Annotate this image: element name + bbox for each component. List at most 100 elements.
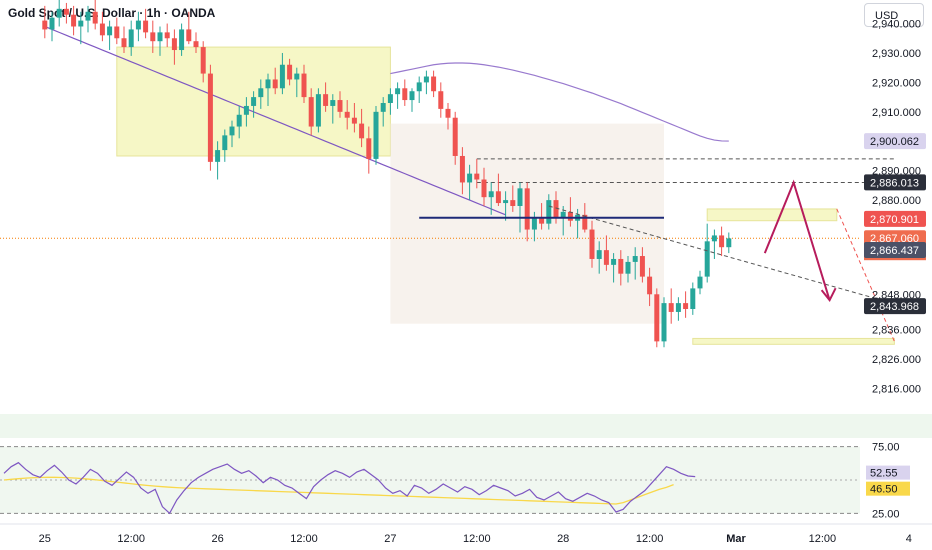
candle-body xyxy=(726,238,732,248)
ma-fast-line xyxy=(44,25,506,216)
candle-body xyxy=(323,94,329,106)
candle-body xyxy=(539,217,545,224)
y-tick-label: 2,880.000 xyxy=(872,195,921,207)
candle-body xyxy=(222,135,228,151)
candle-body xyxy=(661,303,667,342)
candle-body xyxy=(99,23,105,36)
zone-layer xyxy=(0,46,932,438)
rsi-signal-tag: 46.50 xyxy=(870,484,898,496)
candle-body xyxy=(553,200,559,218)
candle-body xyxy=(704,241,710,277)
candle-body xyxy=(474,173,480,180)
candle-body xyxy=(272,79,278,89)
candle-body xyxy=(683,303,689,309)
candle-body xyxy=(243,105,249,115)
candle-body xyxy=(524,188,530,230)
candle-body xyxy=(719,235,725,248)
rsi-line xyxy=(3,461,696,515)
candle-body xyxy=(481,179,487,198)
trendline xyxy=(548,205,924,313)
x-tick-label: 26 xyxy=(211,533,223,545)
candle-body xyxy=(668,303,674,312)
candle-body xyxy=(625,261,631,274)
candle-body xyxy=(373,111,379,159)
candle-body xyxy=(611,258,617,265)
time-axis[interactable]: 25 12:00 26 12:00 27 12:00 28 12:00 Mar 12:00 4 xyxy=(0,523,932,545)
price-tag-bg-4 xyxy=(864,242,926,259)
candle-body xyxy=(287,64,293,80)
candle-body xyxy=(121,38,127,48)
x-tick-label: 12:00 xyxy=(117,533,145,545)
candle-body xyxy=(567,211,573,221)
x-tick-label: Mar xyxy=(726,533,746,545)
rsi-panel: 75.00 25.00 52.55 46.50 xyxy=(0,442,910,520)
candle-body xyxy=(711,235,717,242)
candle-body xyxy=(409,91,415,101)
candle-body xyxy=(380,103,386,112)
y-tick-label: 2,826.000 xyxy=(872,354,921,366)
candle-body xyxy=(560,211,566,218)
candle-body xyxy=(251,97,257,106)
candle-body xyxy=(258,88,264,98)
candle-body xyxy=(423,76,429,83)
candle-body xyxy=(416,82,422,92)
candle-body xyxy=(582,214,588,230)
y-tick-label: 2,940.000 xyxy=(872,19,921,31)
candle-body xyxy=(445,108,451,118)
ma-slow-line xyxy=(390,62,729,142)
candle-body xyxy=(690,288,696,309)
price-tags: 2,900.0622,886.0132,870.9012,867.06058:0… xyxy=(864,133,926,315)
rsi-value-tag: 52.55 xyxy=(870,468,898,480)
candle-body xyxy=(71,14,77,27)
candle-body xyxy=(179,29,185,51)
rsi-signal-tag-bg xyxy=(866,481,910,496)
resistance-zone xyxy=(706,208,838,222)
candle-body xyxy=(675,303,681,312)
candle-body xyxy=(618,258,624,274)
candle-body xyxy=(229,126,235,136)
candle-body xyxy=(63,8,69,15)
candle-body xyxy=(467,173,473,183)
candle-body xyxy=(49,17,55,30)
y-tick-label: 2,930.000 xyxy=(872,48,921,60)
projection-path xyxy=(763,179,831,301)
candle-body xyxy=(114,26,120,39)
candle-body xyxy=(438,91,444,109)
candle-body xyxy=(215,150,221,162)
price-tag-bg-5 xyxy=(864,298,926,315)
candle-body xyxy=(431,76,437,92)
candle-body xyxy=(279,64,285,89)
candle-body xyxy=(697,276,703,289)
candle-body xyxy=(207,73,213,162)
candle-body xyxy=(452,117,458,156)
x-tick-label: 12:00 xyxy=(809,533,837,545)
y-tick-label: 2,836.000 xyxy=(872,325,921,337)
candle-body xyxy=(589,229,595,259)
candle-body xyxy=(654,294,660,342)
candle-body xyxy=(546,200,552,224)
overlay-layer xyxy=(419,179,924,342)
candle-body xyxy=(596,250,602,259)
price-tag-4: 2,866.437 xyxy=(870,245,919,257)
candle-body xyxy=(647,276,653,295)
price-tag-bg-0 xyxy=(864,133,926,150)
candle-body xyxy=(107,26,113,36)
currency-button[interactable]: USD xyxy=(864,3,924,27)
candle-body xyxy=(330,100,336,106)
price-tag-5: 2,843.968 xyxy=(870,301,919,313)
x-tick-label: 12:00 xyxy=(636,533,664,545)
candle-body xyxy=(164,32,170,39)
candle-body xyxy=(236,114,242,127)
grid-layer xyxy=(0,158,895,239)
candle-body xyxy=(143,20,149,33)
candle-body xyxy=(639,256,645,277)
y-tick-label: 2,910.000 xyxy=(872,107,921,119)
candle-body xyxy=(632,256,638,262)
candle-body xyxy=(503,200,509,204)
candle-body xyxy=(510,200,516,206)
candle-body xyxy=(200,47,206,74)
candle-body xyxy=(186,29,192,42)
candle-body xyxy=(531,217,537,230)
candle-body xyxy=(402,88,408,101)
